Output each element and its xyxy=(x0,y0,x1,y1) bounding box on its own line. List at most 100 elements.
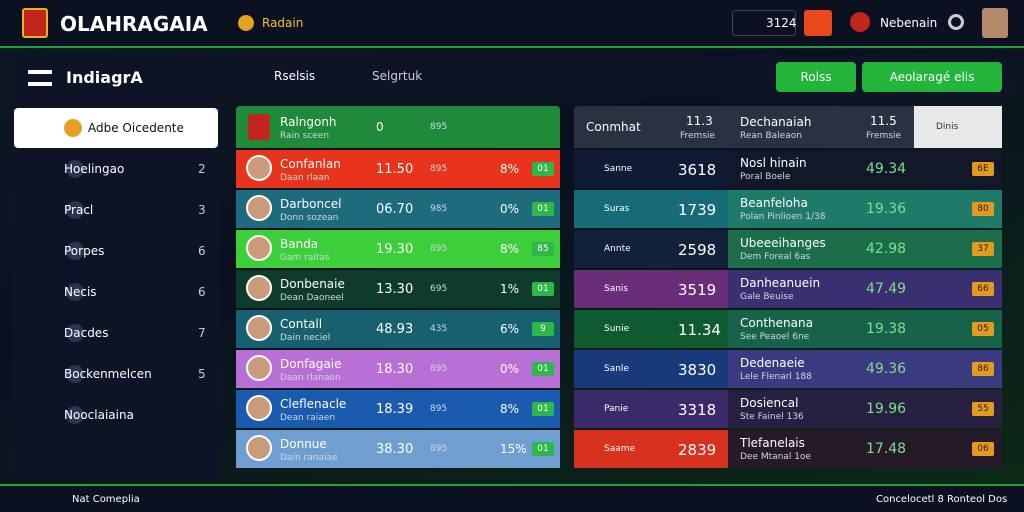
table-row[interactable]: Sanis 3519 Danheanuein Gale Beuise 47.49 66 xyxy=(574,270,1002,308)
item-label: Adbe Oicedente xyxy=(88,121,184,135)
team-name: Panie xyxy=(604,404,629,414)
badge: 01 xyxy=(532,202,554,216)
table-row[interactable]: Panie 3318 Dosiencal Ste Fainel 136 19.96 55 xyxy=(574,390,1002,428)
table-row[interactable]: Contall Dain neciel 48.93 435 6% 9 xyxy=(236,310,560,348)
score: 13.30 xyxy=(376,282,414,297)
table-row[interactable]: Donbenaie Dean Daoneel 13.30 695 1% 01 xyxy=(236,270,560,308)
player-avatar xyxy=(246,235,272,261)
sidebar-item[interactable]: Necis 6 xyxy=(14,272,218,312)
opponent-sub: See Peaoel 6ne xyxy=(740,332,810,342)
sidebar-item[interactable]: Adbe Oicedente xyxy=(14,108,218,148)
sidebar-item[interactable]: Bockenmelcen 5 xyxy=(14,354,218,394)
header-sub: Rean Baleaon xyxy=(740,131,802,141)
tab[interactable]: Selgrtuk xyxy=(372,69,423,83)
table-row[interactable]: Suras 1739 Beanfeloha Polan Pinlioen 1/38 19… xyxy=(574,190,1002,228)
sidebar-title: IndiagrA xyxy=(66,68,143,87)
settings-icon[interactable] xyxy=(948,14,964,30)
footer: Nat Comeplia Concelocetl 8 Ronteol Dos xyxy=(0,484,1024,512)
badge: 66 xyxy=(972,282,994,296)
score: 11.50 xyxy=(376,162,414,177)
nav-link[interactable]: Radain xyxy=(262,16,304,30)
table-row[interactable]: Saame 2839 Tlefanelais Dee Mtanal 1oe 17.48 0… xyxy=(574,430,1002,468)
sidebar-item[interactable]: Pracl 3 xyxy=(14,190,218,230)
header-sub: Fremsie xyxy=(680,131,716,141)
count: 895 xyxy=(430,364,448,374)
odds: 42.98 xyxy=(866,241,907,257)
item-icon xyxy=(66,283,84,301)
toolbar: Rselsis Selgrtuk Rolss Aeolaragé elis xyxy=(232,56,1012,98)
opponent-sub: Poral Boele xyxy=(740,172,791,182)
count: 435 xyxy=(430,324,448,334)
sidebar-item[interactable]: Porpes 6 xyxy=(14,231,218,271)
table-row[interactable]: Cleflenacle Dean raiaen 18.39 895 8% 01 xyxy=(236,390,560,428)
sidebar-item[interactable]: Dacdes 7 xyxy=(14,313,218,353)
row-left xyxy=(574,390,728,428)
opponent-sub: Gale Beuise xyxy=(740,292,794,302)
player-name: Banda xyxy=(280,237,319,251)
nav-icon xyxy=(238,15,254,31)
percent: 15% xyxy=(500,442,527,456)
table-row[interactable]: Donfagaie Daan rlanaon 18.30 895 0% 01 xyxy=(236,350,560,388)
row-left xyxy=(574,190,728,228)
table-row[interactable]: Annte 2598 Ubeeeihanges Dem Foreal 6as 42.98… xyxy=(574,230,1002,268)
sidebar: IndiagrA Adbe Oicedente Hoelingao 2 Pracl 3 P… xyxy=(12,56,220,480)
menu-icon[interactable] xyxy=(28,70,52,86)
button[interactable]: Aeolaragé elis xyxy=(862,62,1002,92)
odds: 49.36 xyxy=(866,361,907,377)
badge: 85 xyxy=(532,242,554,256)
item-badge: 6 xyxy=(198,244,206,258)
team-name: Suras xyxy=(604,204,630,214)
player-sub: Dean Daoneel xyxy=(280,293,344,303)
item-badge: 6 xyxy=(198,285,206,299)
item-badge: 7 xyxy=(198,326,206,340)
opponent-name: Beanfeloha xyxy=(740,196,808,210)
time: 3124 xyxy=(766,16,797,30)
row-left xyxy=(574,430,728,468)
item-icon xyxy=(64,119,82,137)
user-name[interactable]: Nebenain xyxy=(880,16,938,30)
item-icon xyxy=(66,324,84,342)
sidebar-item[interactable]: Hoelingao 2 xyxy=(14,149,218,189)
tab[interactable]: Rselsis xyxy=(274,69,316,83)
player-sub: Dean raiaen xyxy=(280,413,336,423)
badge: 01 xyxy=(532,442,554,456)
table-row[interactable]: Darboncel Donn sozean 06.70 985 0% 01 xyxy=(236,190,560,228)
team-name: Sanle xyxy=(604,364,629,374)
header-col: Dinis xyxy=(914,106,1002,148)
header-sub: Fremsie xyxy=(866,131,902,141)
player-sub: Daan rlaan xyxy=(280,173,330,183)
badge: 6E xyxy=(972,162,994,176)
header-col: 895 xyxy=(430,122,448,132)
percent: 1% xyxy=(500,282,520,296)
team-value: 11.34 xyxy=(678,321,721,339)
sidebar-item[interactable]: Nooclaiaina xyxy=(14,395,218,435)
percent: 8% xyxy=(500,242,520,256)
item-icon xyxy=(66,406,84,424)
opponent-name: Nosl hinain xyxy=(740,156,807,170)
opponent-sub: Dee Mtanal 1oe xyxy=(740,452,812,462)
opponent-sub: Dem Foreal 6as xyxy=(740,252,811,262)
table-row[interactable]: Confanlan Daan rlaan 11.50 895 8% 01 xyxy=(236,150,560,188)
brand: OLAHRAGAIA xyxy=(60,12,208,36)
footer-left: Nat Comeplia xyxy=(72,494,140,505)
avatar[interactable] xyxy=(982,8,1008,38)
table-row[interactable]: Banda Gam raitas 19.30 895 8% 85 xyxy=(236,230,560,268)
button[interactable]: Rolss xyxy=(776,62,856,92)
team-name: Annte xyxy=(604,244,631,254)
badge: 55 xyxy=(972,402,994,416)
alert-button[interactable] xyxy=(804,10,832,36)
score: 18.30 xyxy=(376,362,414,377)
table-row[interactable]: Donnue Dain ranaiae 38.30 895 15% 01 xyxy=(236,430,560,468)
badge: 01 xyxy=(532,402,554,416)
score: 48.93 xyxy=(376,322,414,337)
item-icon xyxy=(66,201,84,219)
table-row[interactable]: Sunie 11.34 Conthenana See Peaoel 6ne 19.38 0… xyxy=(574,310,1002,348)
opponent-name: Danheanuein xyxy=(740,276,821,290)
table-row[interactable]: Sanne 3618 Nosl hinain Poral Boele 49.34 6E xyxy=(574,150,1002,188)
logo xyxy=(22,8,48,38)
opponent-name: Dedenaeie xyxy=(740,356,805,370)
team-value: 3519 xyxy=(678,281,717,299)
count: 695 xyxy=(430,284,448,294)
table-row[interactable]: Sanle 3830 Dedenaeie Lele Flenarl 188 49.36 8… xyxy=(574,350,1002,388)
badge: 37 xyxy=(972,242,994,256)
